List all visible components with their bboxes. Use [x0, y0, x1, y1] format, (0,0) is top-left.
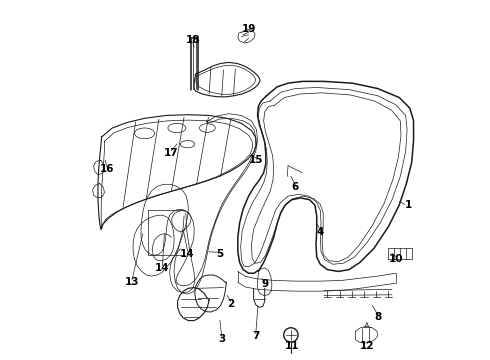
Text: 6: 6 [292, 182, 299, 192]
Text: 8: 8 [374, 312, 381, 322]
Text: 1: 1 [405, 200, 412, 210]
Text: 14: 14 [155, 263, 170, 273]
Text: 2: 2 [227, 299, 234, 309]
Text: 3: 3 [218, 333, 225, 343]
Text: 19: 19 [242, 24, 256, 35]
Text: 5: 5 [216, 248, 223, 258]
Text: 11: 11 [284, 341, 299, 351]
Text: 13: 13 [125, 277, 139, 287]
Text: 4: 4 [317, 227, 324, 237]
Text: 7: 7 [252, 331, 259, 341]
Text: 16: 16 [99, 164, 114, 174]
Text: 18: 18 [186, 35, 200, 45]
Text: 14: 14 [180, 248, 195, 258]
Text: 9: 9 [261, 279, 269, 289]
Text: 17: 17 [164, 148, 179, 158]
Text: 10: 10 [389, 254, 403, 264]
Text: 12: 12 [360, 341, 374, 351]
Text: 15: 15 [248, 155, 263, 165]
